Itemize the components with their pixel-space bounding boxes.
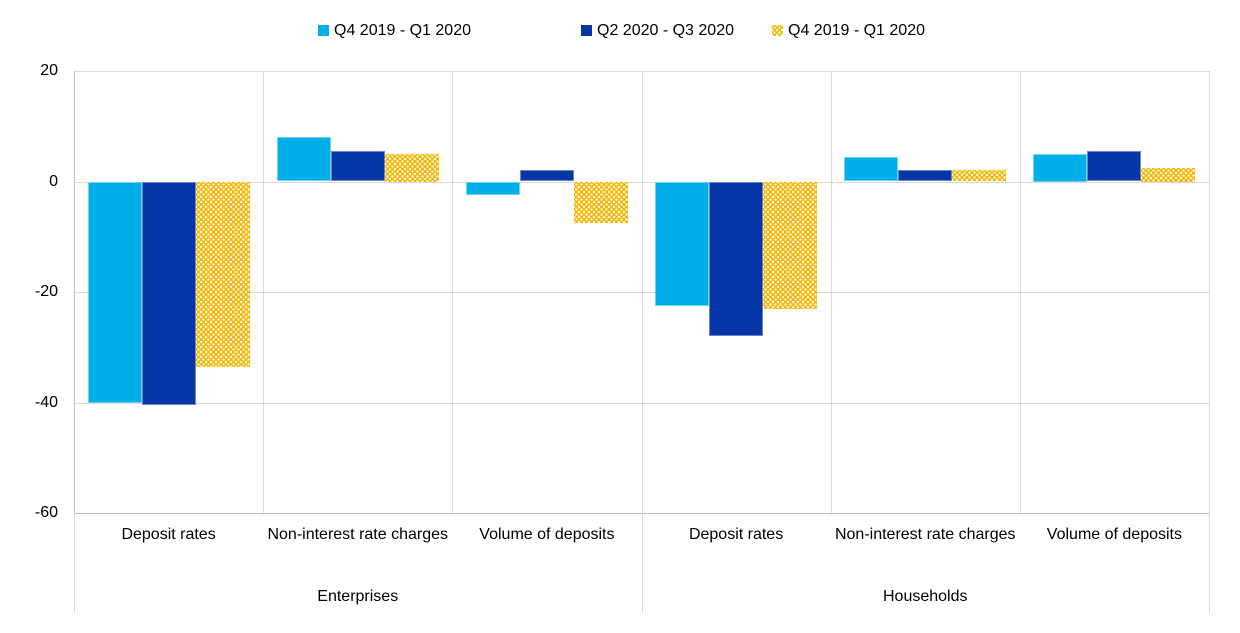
x-group-label: Enterprises <box>317 588 399 605</box>
legend-label-1: Q4 2019 - Q1 2020 <box>334 22 471 39</box>
legend-item-1: Q4 2019 - Q1 2020 <box>318 21 471 40</box>
bar-series2-deposit-rates <box>141 181 196 406</box>
y-axis-line <box>74 71 75 513</box>
y-tick-label: -40 <box>34 393 58 411</box>
legend-swatch-darkblue-icon <box>581 25 592 36</box>
y-tick-label: 20 <box>40 62 58 79</box>
x-category-label: Volume of deposits <box>1046 526 1182 543</box>
bar-series1-non-interest-rate-charges <box>276 137 331 182</box>
x-group-label: Households <box>883 588 968 605</box>
bar-series3-deposit-rates <box>763 181 818 309</box>
group-separator <box>74 513 75 613</box>
x-category-label: Volume of deposits <box>479 526 615 543</box>
bar-series2-non-interest-rate-charges <box>330 151 385 182</box>
x-category-label: Non-interest rate charges <box>267 526 448 543</box>
bar-series1-non-interest-rate-charges <box>844 156 899 182</box>
legend-label-2: Q2 2020 - Q3 2020 <box>597 22 734 39</box>
legend-label-3: Q4 2019 - Q1 2020 <box>788 22 925 39</box>
y-tick-label: -60 <box>34 504 58 521</box>
category-separator <box>830 71 832 513</box>
group-separator <box>641 513 643 613</box>
bar-series2-deposit-rates <box>709 181 764 337</box>
bar-series2-non-interest-rate-charges <box>898 170 953 182</box>
bar-series3-deposit-rates <box>195 181 250 367</box>
bar-series1-deposit-rates <box>655 181 710 306</box>
bar-series1-deposit-rates <box>87 181 142 403</box>
group-separator <box>1209 513 1210 613</box>
category-separator <box>1019 71 1021 513</box>
bar-series3-volume-of-deposits <box>573 181 628 223</box>
bar-series2-volume-of-deposits <box>1087 151 1142 182</box>
x-category-label: Non-interest rate charges <box>834 526 1016 543</box>
legend-swatch-lightblue-icon <box>318 25 329 36</box>
x-category-label: Deposit rates <box>688 526 784 543</box>
y-tick-label: -20 <box>34 283 58 300</box>
category-separator <box>452 71 454 513</box>
category-separator <box>263 71 265 513</box>
y-tick-label: 0 <box>49 172 58 190</box>
category-separator <box>1209 71 1210 513</box>
bar-series3-non-interest-rate-charges <box>384 153 439 182</box>
category-separator <box>641 71 643 513</box>
bar-series3-non-interest-rate-charges <box>952 170 1007 182</box>
x-category-label: Deposit rates <box>121 526 216 543</box>
legend-item-3: Q4 2019 - Q1 2020 <box>772 21 925 40</box>
bar-series2-volume-of-deposits <box>519 170 574 182</box>
legend-item-2: Q2 2020 - Q3 2020 <box>581 21 734 40</box>
legend-swatch-yellow-pattern-icon <box>772 25 783 36</box>
bar-series3-volume-of-deposits <box>1141 167 1196 182</box>
bar-series1-volume-of-deposits <box>1033 153 1088 182</box>
bar-series1-volume-of-deposits <box>465 181 520 196</box>
